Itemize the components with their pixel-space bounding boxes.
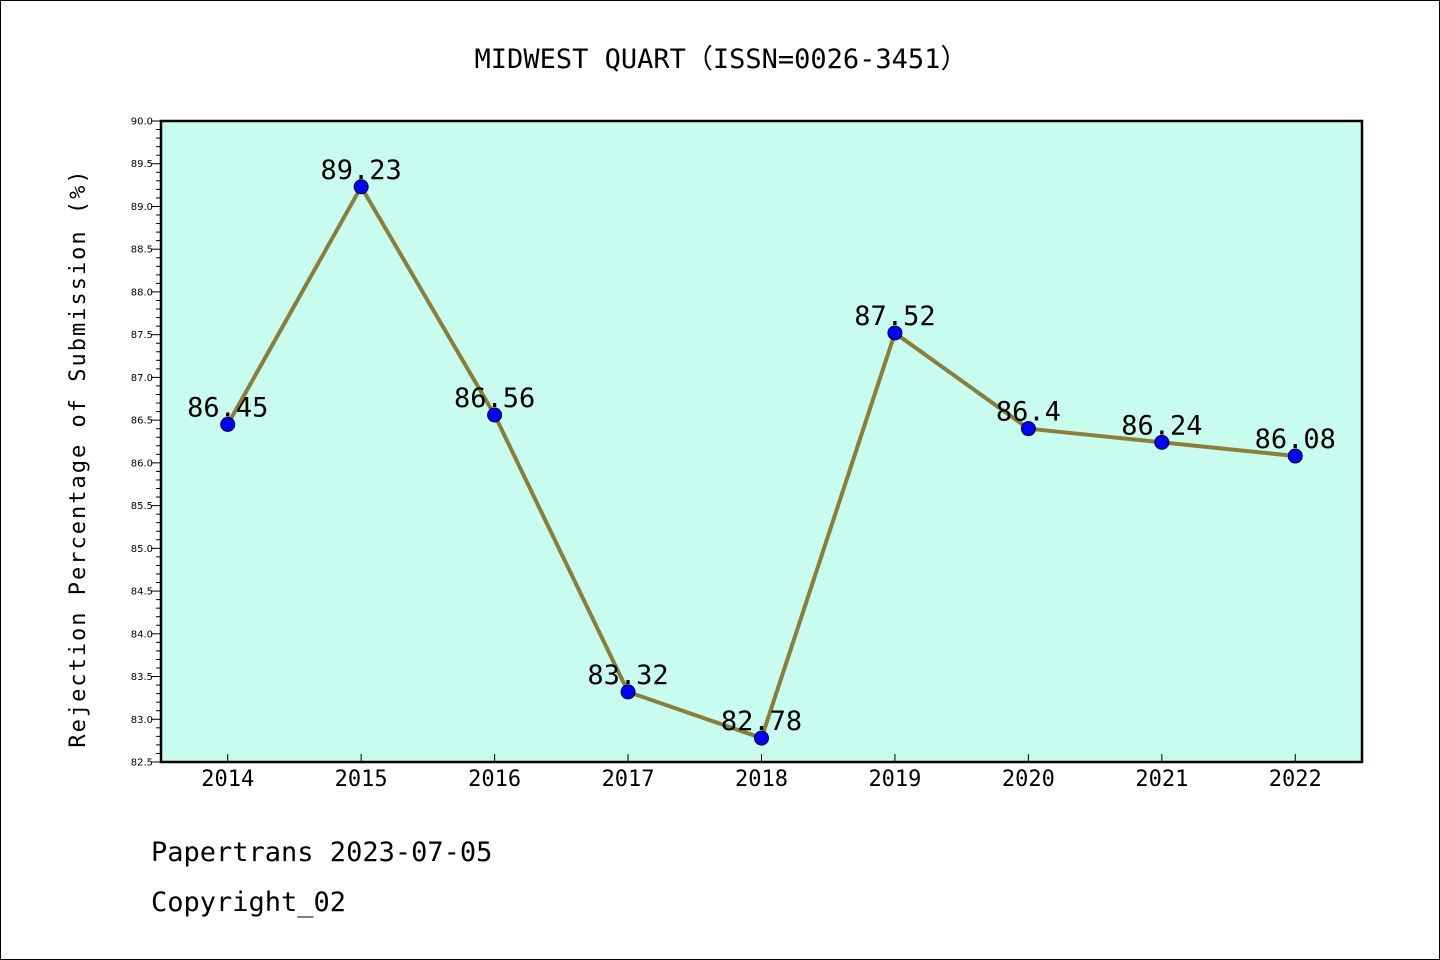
chart-title: MIDWEST QUART（ISSN=0026-3451）	[475, 44, 968, 75]
footer-publisher-date: Papertrans 2023-07-05	[151, 837, 493, 868]
y-tick-label: 82.5	[131, 758, 153, 769]
footer-copyright: Copyright_02	[151, 887, 347, 918]
y-tick-label: 85.5	[131, 501, 153, 512]
x-tick-label: 2018	[735, 767, 788, 792]
data-label: 86.4	[996, 397, 1061, 428]
x-tick-label: 2021	[1135, 767, 1188, 792]
data-point	[887, 325, 903, 341]
data-point	[620, 684, 636, 700]
x-tick-label: 2022	[1269, 767, 1322, 792]
y-tick-label: 83.0	[131, 715, 153, 726]
data-point	[754, 730, 769, 746]
data-label: 86.56	[454, 383, 535, 414]
y-tick-label: 84.0	[131, 629, 153, 640]
data-label: 86.08	[1255, 424, 1336, 455]
y-tick-label: 87.0	[131, 373, 153, 384]
y-tick-label: 88.0	[131, 287, 153, 298]
plot-frame	[159, 119, 1364, 764]
data-point	[487, 407, 503, 423]
y-tick-label: 88.5	[131, 245, 153, 256]
y-tick-label: 90.0	[131, 117, 153, 128]
y-tick-label: 83.5	[131, 672, 153, 683]
x-tick-label: 2019	[868, 767, 921, 792]
data-label: 82.78	[721, 706, 802, 737]
y-tick-label: 84.5	[131, 587, 153, 598]
x-tick-label: 2014	[201, 767, 254, 792]
data-label: 83.32	[587, 660, 668, 691]
data-point	[1020, 421, 1036, 437]
y-tick-label: 87.5	[131, 330, 153, 341]
data-label: 86.45	[187, 392, 268, 423]
y-tick-label: 89.0	[131, 202, 153, 213]
y-tick-label: 86.5	[131, 416, 153, 427]
data-point	[1287, 448, 1303, 464]
x-tick-label: 2015	[335, 767, 388, 792]
y-tick-label: 85.0	[131, 544, 153, 555]
data-label: 87.52	[854, 301, 935, 332]
data-point	[1154, 434, 1170, 450]
y-axis-label: Rejection Percentage of Submission (%)	[66, 168, 91, 747]
data-point	[353, 179, 369, 195]
x-tick-label: 2016	[468, 767, 521, 792]
data-point	[220, 416, 236, 432]
y-tick-label: 86.0	[131, 458, 153, 469]
x-tick-label: 2020	[1002, 767, 1055, 792]
plot-area	[161, 121, 1362, 762]
x-tick-label: 2017	[602, 767, 655, 792]
data-label: 86.24	[1121, 410, 1202, 441]
data-label: 89.23	[321, 155, 402, 186]
y-tick-label: 89.5	[131, 159, 153, 170]
